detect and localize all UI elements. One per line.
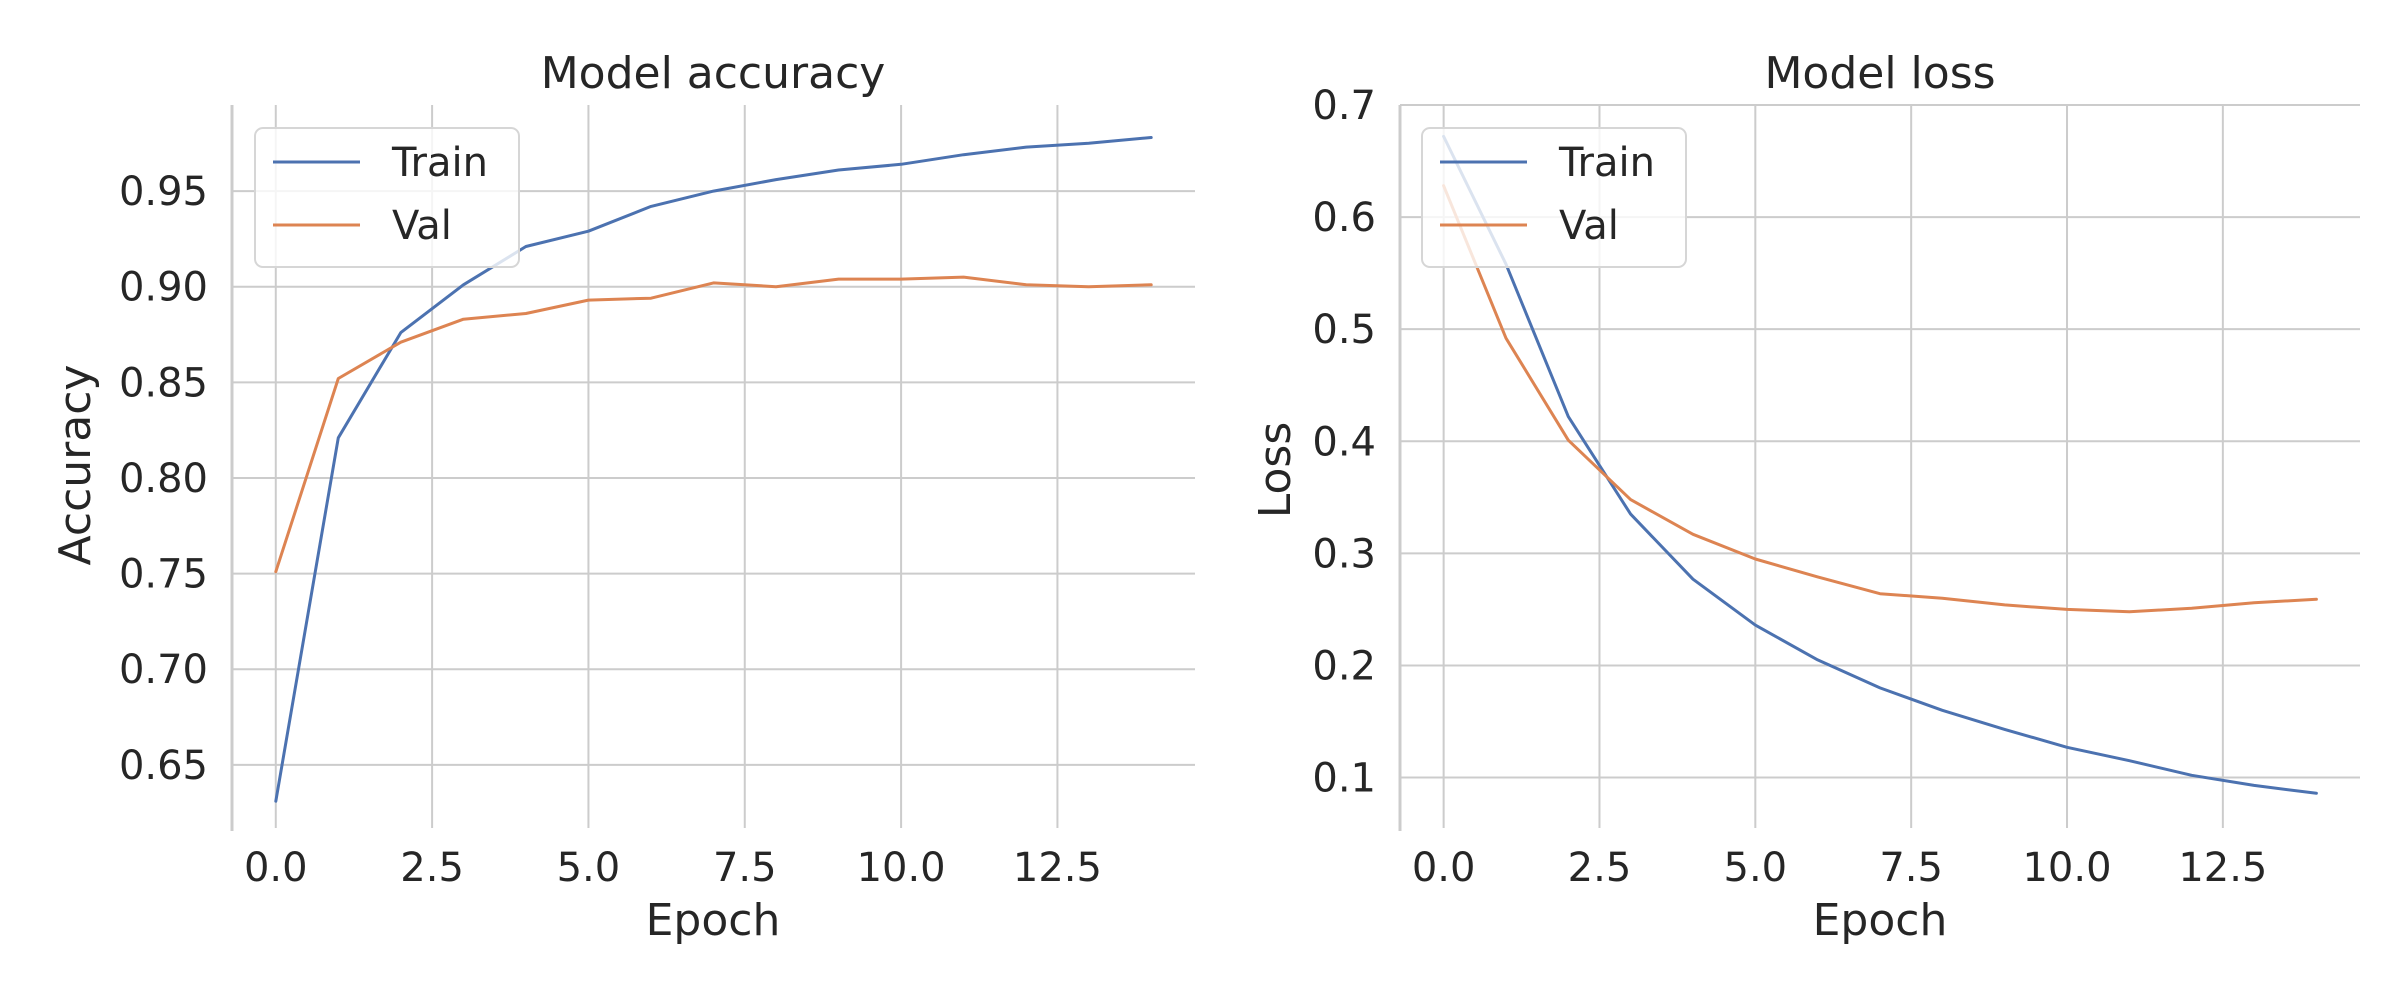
loss-x-axis-title: Epoch (1813, 895, 1948, 946)
loss-y-axis-title: Loss (1250, 422, 1301, 519)
loss-y-tick-labels: 0.1 0.2 0.3 0.4 0.5 0.6 0.7 (1312, 83, 1376, 802)
accuracy-y-axis-title: Accuracy (50, 365, 101, 566)
loss-x-tick-label: 2.5 (1568, 845, 1632, 891)
loss-y-tick-label: 0.2 (1312, 643, 1376, 689)
accuracy-y-tick-label: 0.65 (119, 743, 208, 789)
loss-y-tick-label: 0.3 (1312, 531, 1376, 577)
accuracy-x-tick-labels: 0.0 2.5 5.0 7.5 10.0 12.5 (244, 845, 1102, 891)
loss-series-val-line (1442, 184, 2318, 614)
accuracy-x-tick-label: 12.5 (1013, 845, 1102, 891)
accuracy-series-train-line (274, 136, 1153, 803)
loss-y-tick-label: 0.6 (1312, 195, 1376, 241)
accuracy-legend: Train Val (254, 127, 520, 268)
accuracy-x-tick-label: 5.0 (557, 845, 621, 891)
accuracy-series-val-line (274, 275, 1153, 574)
accuracy-x-tick-label: 0.0 (244, 845, 308, 891)
loss-x-tick-label: 5.0 (1724, 845, 1788, 891)
accuracy-x-tick-label: 7.5 (713, 845, 777, 891)
accuracy-x-axis-title: Epoch (646, 895, 781, 946)
loss-y-tick-label: 0.4 (1312, 419, 1376, 465)
loss-y-tick-label: 0.1 (1312, 756, 1376, 802)
loss-x-tick-label: 7.5 (1879, 845, 1943, 891)
loss-x-tick-label: 12.5 (2178, 845, 2267, 891)
loss-series (1442, 134, 2318, 795)
loss-legend: Train Val (1421, 127, 1687, 268)
loss-y-tick-label: 0.5 (1312, 307, 1376, 353)
loss-x-tick-labels: 0.0 2.5 5.0 7.5 10.0 12.5 (1412, 845, 2268, 891)
accuracy-y-tick-label: 0.95 (119, 169, 208, 215)
loss-y-tick-label: 0.7 (1312, 83, 1376, 129)
accuracy-y-tick-label: 0.90 (119, 265, 208, 311)
loss-chart-title: Model loss (1764, 48, 1995, 99)
accuracy-series (274, 136, 1153, 803)
loss-series-train-line (1442, 134, 2318, 795)
accuracy-legend-val-label: Val (392, 203, 452, 249)
accuracy-x-tick-label: 10.0 (857, 845, 946, 891)
accuracy-x-tick-label: 2.5 (400, 845, 464, 891)
loss-legend-train-label: Train (1558, 140, 1655, 186)
accuracy-y-tick-label: 0.80 (119, 456, 208, 502)
loss-x-tick-label: 0.0 (1412, 845, 1476, 891)
loss-x-tick-label: 10.0 (2022, 845, 2111, 891)
accuracy-y-tick-label: 0.75 (119, 552, 208, 598)
accuracy-chart-title: Model accuracy (541, 48, 886, 99)
accuracy-y-tick-label: 0.70 (119, 647, 208, 693)
accuracy-panel: 0.65 0.70 0.75 0.80 0.85 0.90 0.95 0.0 2.5 5.0 7.… (50, 48, 1195, 946)
accuracy-y-tick-label: 0.85 (119, 360, 208, 406)
accuracy-legend-train-label: Train (391, 140, 488, 186)
accuracy-y-tick-labels: 0.65 0.70 0.75 0.80 0.85 0.90 0.95 (119, 169, 208, 789)
loss-panel: 0.1 0.2 0.3 0.4 0.5 0.6 0.7 0.0 2.5 5.0 7.5 10.0 12… (1250, 48, 2360, 946)
loss-legend-val-label: Val (1559, 203, 1619, 249)
